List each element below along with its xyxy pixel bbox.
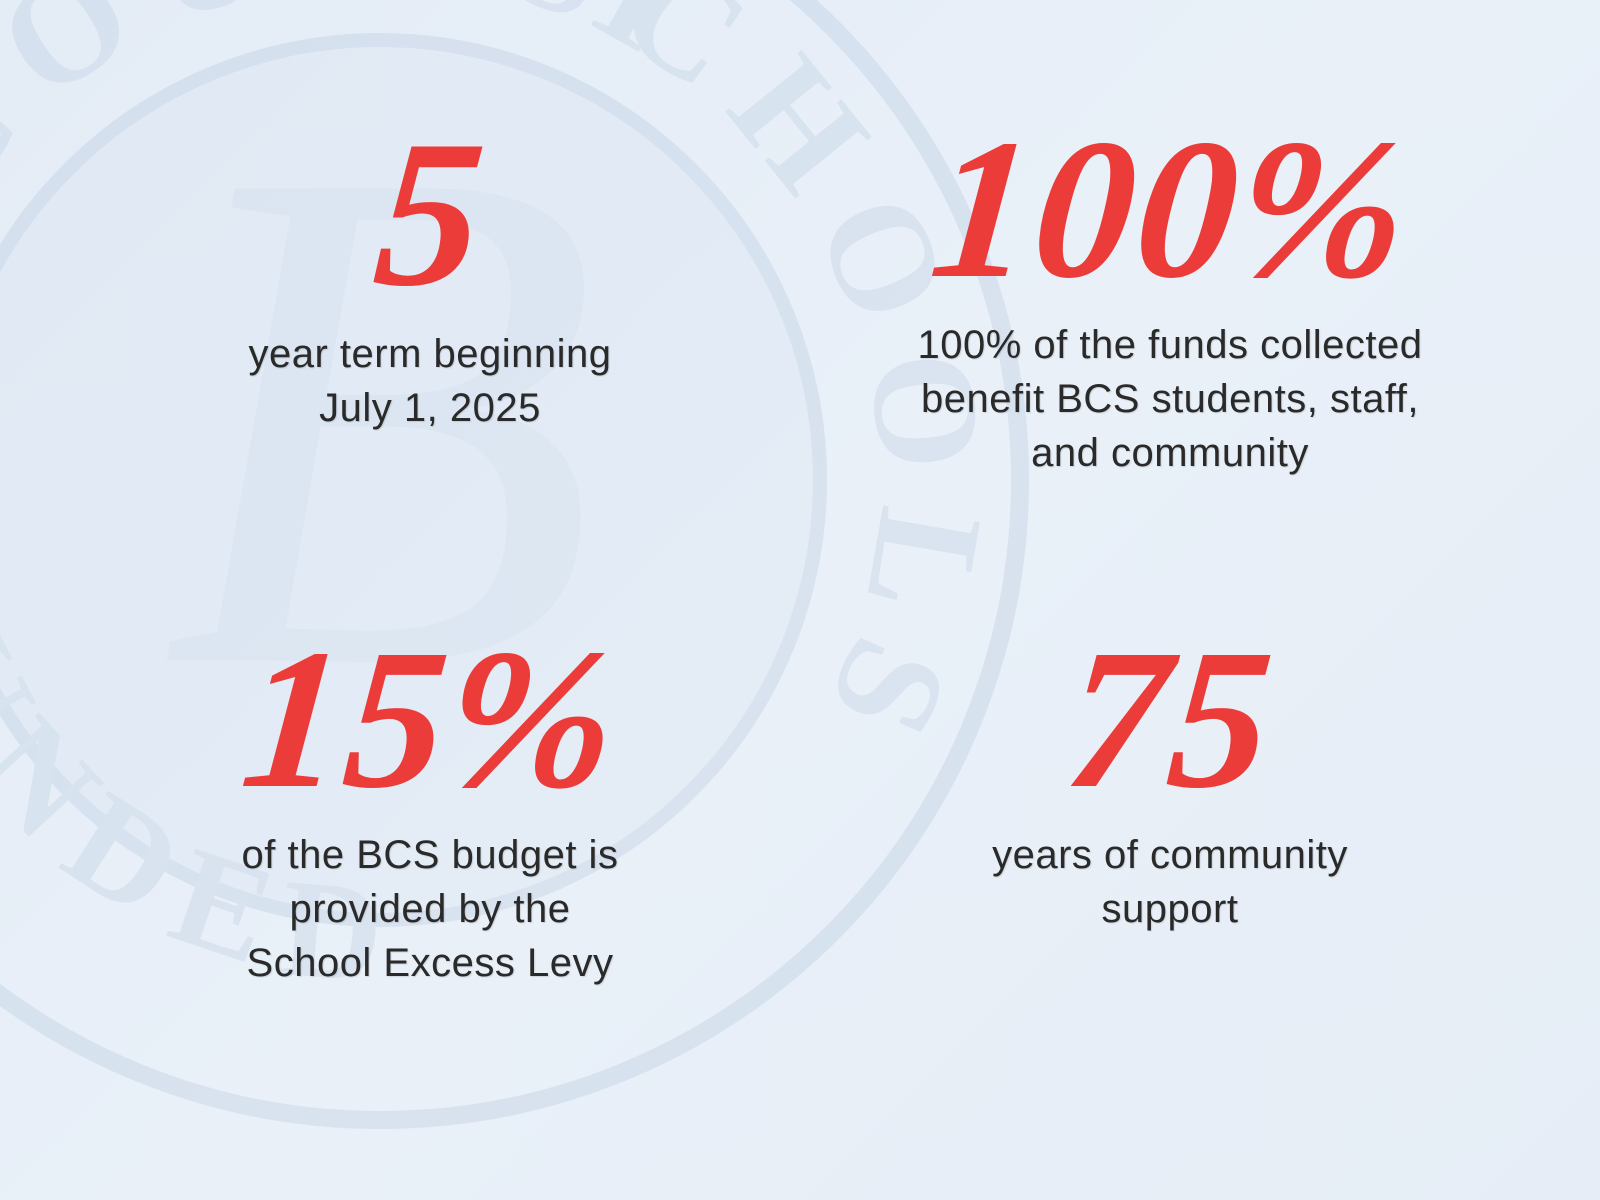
stat-value-2: 100% <box>925 120 1415 300</box>
stat-cell-2: 100% 100% of the funds collectedbenefit … <box>820 120 1520 570</box>
stat-caption-4: years of communitysupport <box>992 828 1348 936</box>
infographic-page: COUNTY SCHOOLS OUNDED B 5 year term begi… <box>0 0 1600 1200</box>
stat-cell-1: 5 year term beginningJuly 1, 2025 <box>80 120 780 570</box>
stat-caption-2: 100% of the funds collectedbenefit BCS s… <box>918 318 1423 480</box>
stat-cell-3: 15% of the BCS budget isprovided by theS… <box>80 630 780 1080</box>
stat-caption-3: of the BCS budget isprovided by theSchoo… <box>242 828 619 990</box>
stat-value-4: 75 <box>1060 630 1280 810</box>
stat-caption-1: year term beginningJuly 1, 2025 <box>248 327 611 435</box>
stat-cell-4: 75 years of communitysupport <box>820 630 1520 1080</box>
stats-grid: 5 year term beginningJuly 1, 2025 100% 1… <box>0 0 1600 1200</box>
stat-value-1: 5 <box>368 120 492 309</box>
stat-value-3: 15% <box>236 630 624 810</box>
